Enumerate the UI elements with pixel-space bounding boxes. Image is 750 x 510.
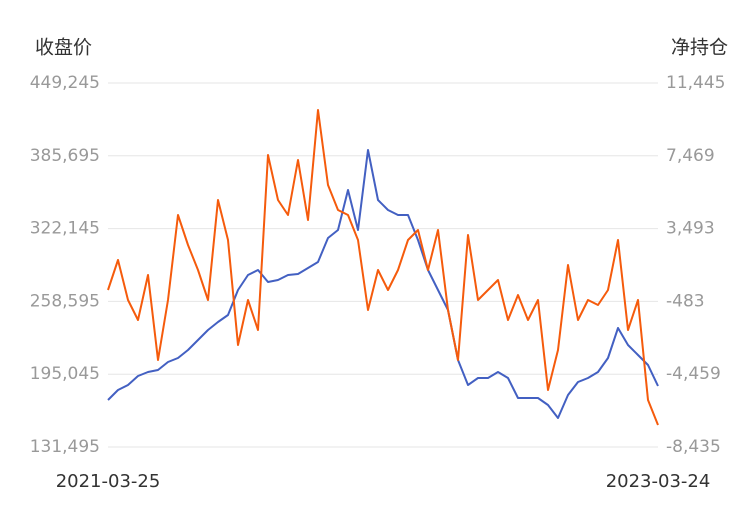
y2-tick-label: -8,435 — [666, 437, 721, 457]
y-tick-label: 131,495 — [30, 437, 100, 457]
series-line — [107, 109, 659, 426]
y2-tick-label: -483 — [666, 291, 705, 311]
y2-tick-label: -4,459 — [666, 364, 721, 384]
y-tick-label: 195,045 — [30, 364, 100, 384]
series-line — [107, 149, 659, 419]
y-tick-label: 385,695 — [30, 146, 100, 166]
y2-tick-label: 11,445 — [666, 73, 725, 93]
y2-tick-label: 3,493 — [666, 219, 715, 239]
y-tick-label: 322,145 — [30, 219, 100, 239]
y-tick-label: 258,595 — [30, 291, 100, 311]
y-tick-label: 449,245 — [30, 73, 100, 93]
y2-tick-label: 7,469 — [666, 146, 715, 166]
y-axis-label: 收盘价 — [35, 37, 92, 59]
x-tick-label: 2021-03-25 — [56, 471, 161, 492]
x-tick-label: 2023-03-24 — [606, 471, 711, 492]
y2-axis-label: 净持仓 — [671, 37, 728, 59]
